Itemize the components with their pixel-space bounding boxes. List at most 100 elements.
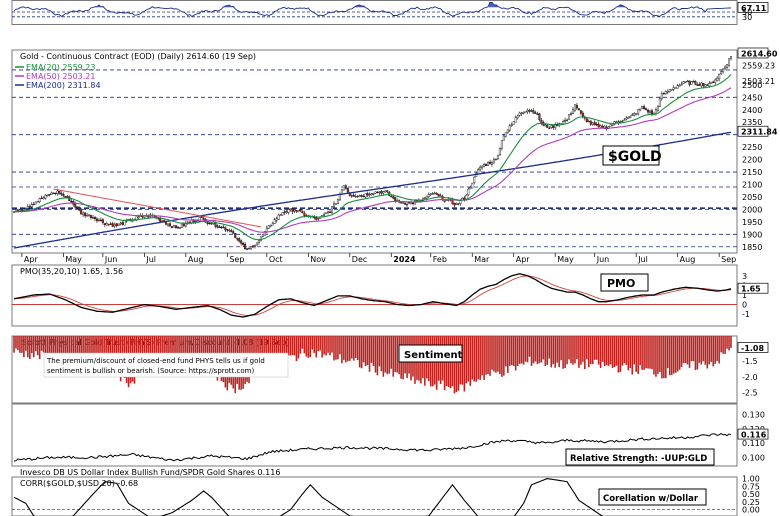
price-candle <box>295 210 298 214</box>
price-candle-body <box>273 219 276 224</box>
price-candle-body <box>246 248 249 250</box>
price-candle-body <box>222 226 225 228</box>
price-candle-body <box>712 81 715 83</box>
price-candle <box>167 223 170 228</box>
price-candle <box>325 212 328 214</box>
price-candle <box>218 224 221 228</box>
price-candle-body <box>457 203 460 205</box>
price-candle-body <box>564 119 567 122</box>
price-candle-body <box>32 203 35 206</box>
price-candle <box>668 88 671 93</box>
price-candle-body <box>714 79 717 83</box>
price-candle <box>301 210 304 214</box>
price-candle-body <box>344 185 347 189</box>
price-candle-body <box>597 123 600 127</box>
price-candle-body <box>240 240 243 244</box>
price-candle-body <box>293 209 296 212</box>
price-candle <box>469 185 472 190</box>
price-candle-body <box>566 119 569 121</box>
price-candle <box>579 109 582 116</box>
price-candle-body <box>435 192 438 195</box>
price-candle-body <box>279 214 282 216</box>
price-candle-body <box>285 211 288 213</box>
price-candle-body <box>540 119 543 124</box>
price-candle-body <box>255 242 258 246</box>
price-candle-body <box>696 84 699 86</box>
price-candle <box>289 208 292 212</box>
rsi-tick-30: 30 <box>742 13 752 22</box>
price-candle <box>494 158 497 161</box>
price-candle-body <box>123 220 126 226</box>
price-candle <box>716 76 719 82</box>
price-candle <box>105 221 108 226</box>
price-candle-body <box>658 98 661 107</box>
price-candle-body <box>334 203 337 205</box>
price-candle <box>658 96 661 107</box>
price-candle-body <box>617 121 620 123</box>
price-candle <box>524 111 527 113</box>
price-candle <box>680 81 683 86</box>
price-candle-body <box>400 202 403 204</box>
price-candle-body <box>688 80 691 85</box>
price-candle-body <box>52 192 55 194</box>
price-candle-body <box>512 121 515 125</box>
price-candle-body <box>48 194 51 196</box>
price-candle <box>498 147 501 156</box>
price-candle-body <box>662 93 665 95</box>
price-candle <box>358 194 361 198</box>
price-candle-body <box>380 191 383 194</box>
price-candle-body <box>554 124 557 128</box>
price-candle-body <box>394 197 397 202</box>
pmo-line <box>13 273 732 318</box>
price-candle <box>688 80 691 87</box>
price-candle <box>635 113 638 116</box>
price-candle-body <box>99 219 102 222</box>
x-tick-label: May <box>65 255 82 264</box>
price-candle <box>344 184 347 190</box>
price-candle-body <box>698 84 701 86</box>
rsi-last-value-label: 67.11 <box>741 4 767 13</box>
ema200-value-label: 2311.84 <box>741 128 778 137</box>
price-candle-body <box>629 116 632 119</box>
price-candle <box>694 80 697 86</box>
price-candle-body <box>180 223 183 228</box>
price-candle-body <box>174 225 177 228</box>
price-candle <box>500 140 503 151</box>
price-candle <box>457 203 460 206</box>
price-candle-body <box>492 159 495 164</box>
price-tick-2500: 2500 <box>742 81 762 90</box>
price-candle <box>121 221 124 226</box>
price-candle-body <box>518 112 521 116</box>
price-candle <box>242 241 245 247</box>
price-candle <box>686 79 689 83</box>
price-candle <box>554 122 557 130</box>
price-candle <box>99 217 102 222</box>
price-candle-body <box>226 229 229 231</box>
price-candle <box>429 193 432 197</box>
price-candle <box>575 102 578 110</box>
price-candle <box>82 211 85 217</box>
correlation-layer <box>12 478 737 516</box>
sentiment-note: The premium/discount of closed-end fund … <box>43 352 289 378</box>
corr-panel-frame <box>11 476 738 516</box>
price-candle <box>621 120 624 123</box>
price-candle <box>504 132 507 138</box>
price-candle-body <box>95 218 98 221</box>
price-candle-body <box>589 120 592 125</box>
price-candle <box>406 201 409 207</box>
price-candle-body <box>568 114 571 120</box>
price-candle-body <box>595 123 598 126</box>
x-tick-label: Dec <box>352 255 367 264</box>
x-tick-label: Jul <box>637 255 648 264</box>
price-candle-body <box>720 71 723 75</box>
price-candle-body <box>374 191 377 194</box>
price-candle-body <box>329 211 332 213</box>
price-candle <box>512 121 515 125</box>
corr-panel-title: CORR($GOLD,$USD,20) -0.68 <box>20 479 138 488</box>
price-candle <box>234 232 237 239</box>
price-candle <box>473 176 476 185</box>
price-candle-body <box>248 248 251 250</box>
sentiment-annotation: Sentiment <box>398 344 463 363</box>
price-candle-body <box>169 223 172 227</box>
